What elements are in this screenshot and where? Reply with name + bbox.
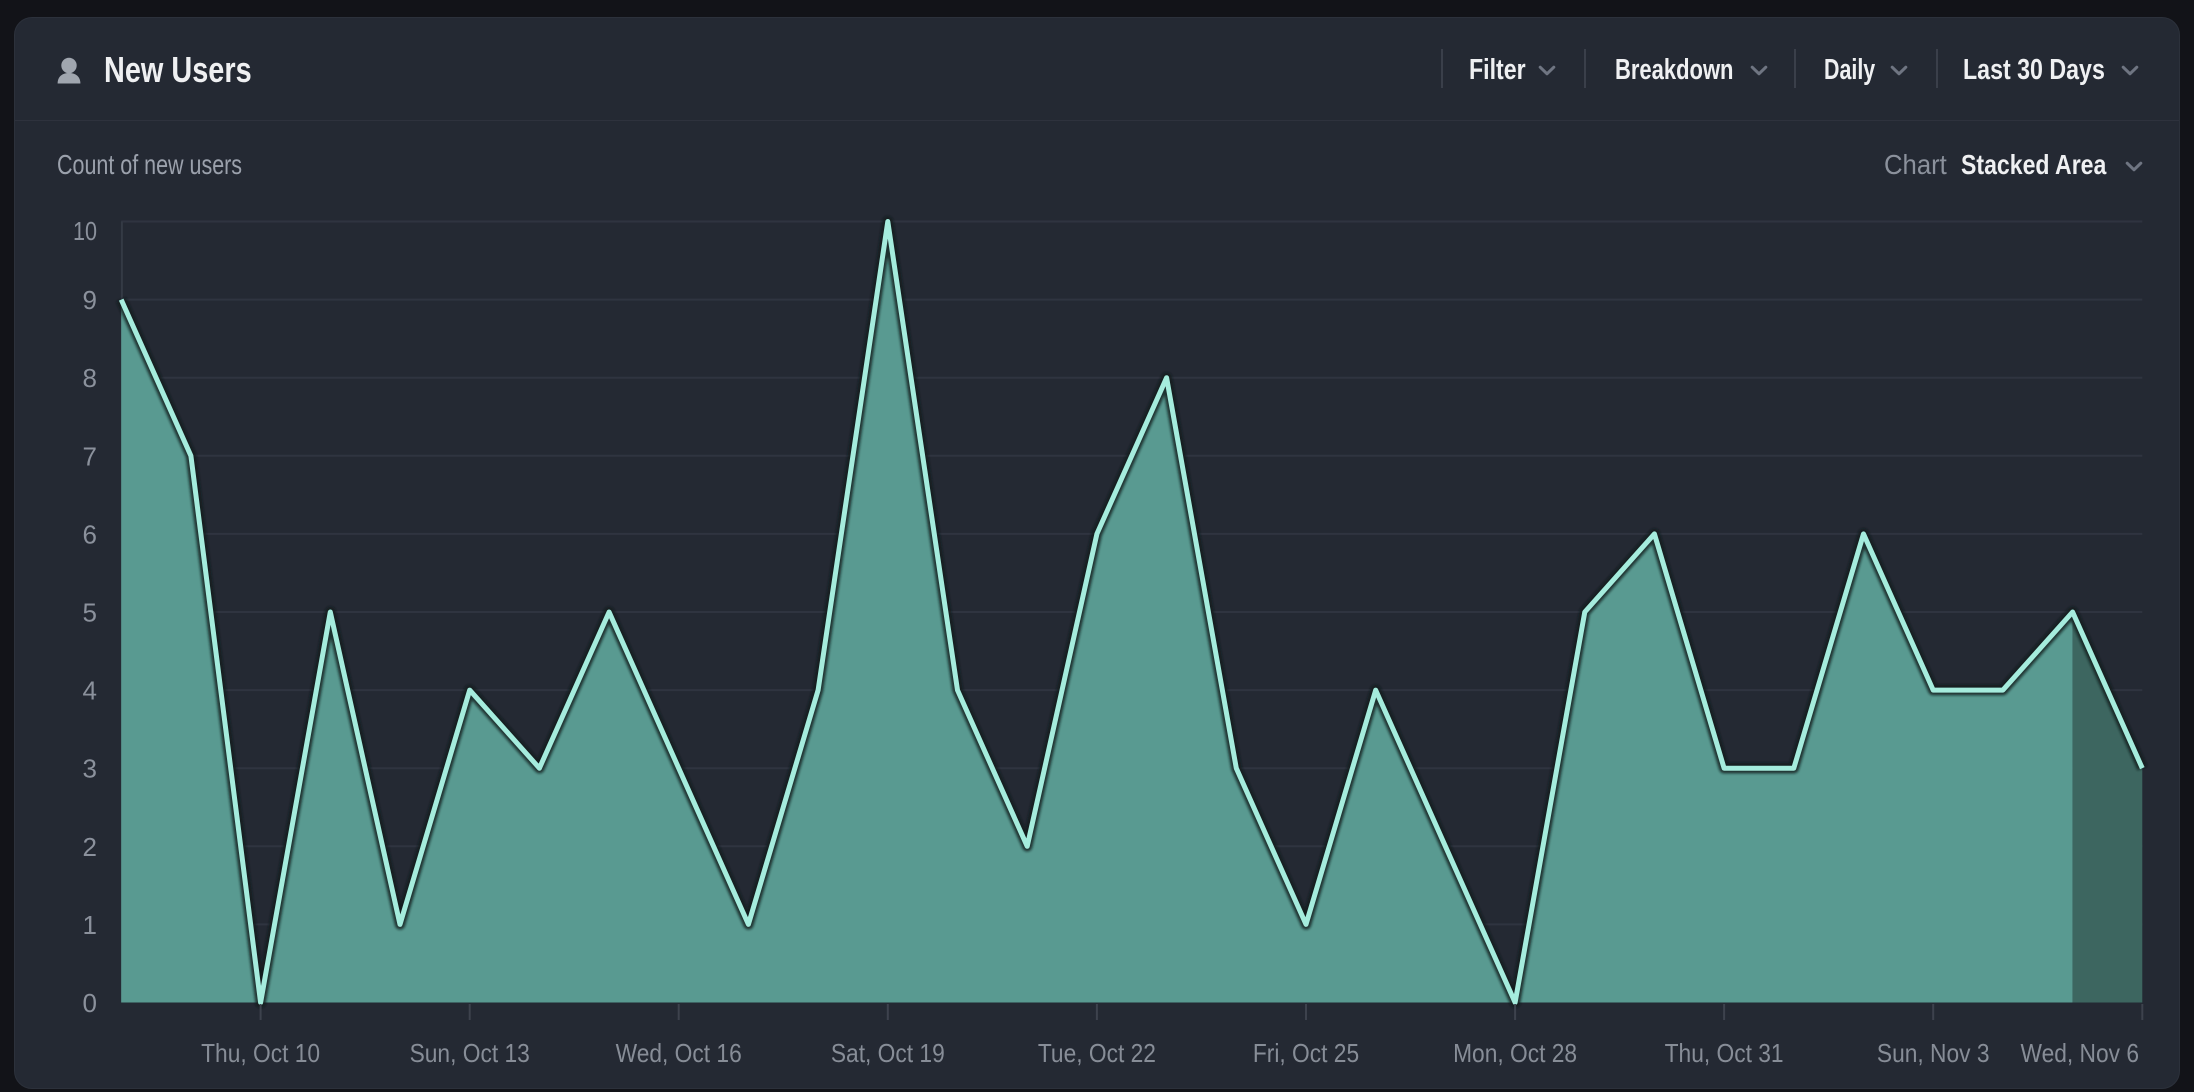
svg-text:Sat, Oct 19: Sat, Oct 19 — [831, 1038, 945, 1068]
svg-text:2: 2 — [83, 832, 97, 862]
svg-text:4: 4 — [83, 676, 97, 706]
svg-text:8: 8 — [83, 363, 97, 393]
svg-text:Thu, Oct 10: Thu, Oct 10 — [201, 1038, 320, 1068]
svg-text:Mon, Oct 28: Mon, Oct 28 — [1453, 1038, 1577, 1068]
svg-text:Fri, Oct 25: Fri, Oct 25 — [1253, 1038, 1359, 1068]
svg-text:5: 5 — [83, 598, 97, 628]
svg-text:9: 9 — [83, 285, 97, 315]
svg-text:Sun, Nov 3: Sun, Nov 3 — [1877, 1038, 1990, 1068]
svg-text:Tue, Oct 22: Tue, Oct 22 — [1038, 1038, 1156, 1068]
svg-text:3: 3 — [83, 754, 97, 784]
svg-text:0: 0 — [83, 988, 97, 1018]
svg-text:Thu, Oct 31: Thu, Oct 31 — [1665, 1038, 1784, 1068]
svg-text:10: 10 — [73, 216, 97, 246]
svg-text:7: 7 — [83, 441, 97, 471]
svg-text:Wed, Nov 6: Wed, Nov 6 — [2021, 1038, 2140, 1068]
svg-text:Wed, Oct 16: Wed, Oct 16 — [616, 1038, 742, 1068]
svg-text:Sun, Oct 13: Sun, Oct 13 — [410, 1038, 530, 1068]
svg-text:6: 6 — [83, 519, 97, 549]
svg-text:1: 1 — [83, 910, 97, 940]
